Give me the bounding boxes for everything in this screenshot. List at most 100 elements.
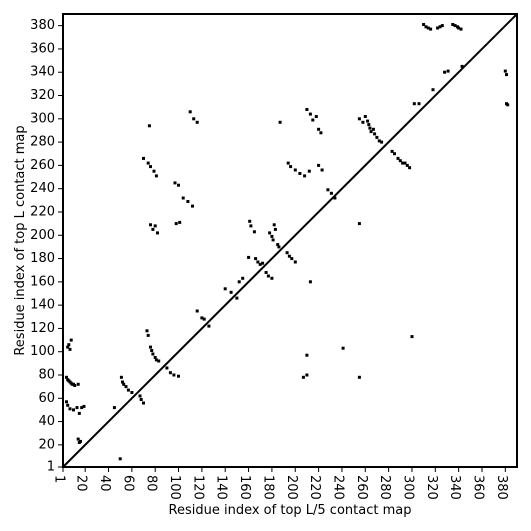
contact-point [303,174,307,178]
contact-point [65,400,68,404]
x-tick-label: 240 [330,475,345,500]
contact-point [270,234,274,238]
contact-point [252,230,256,234]
x-tick-label: 380 [494,475,509,500]
y-tick-label: 300 [30,111,55,126]
contact-point [398,159,402,163]
contact-point [278,120,282,124]
contact-point [287,254,291,258]
contact-point [440,24,444,28]
contact-point [305,353,309,357]
contact-point [254,257,258,261]
contact-point [319,131,323,135]
contact-point [505,73,508,77]
contact-point [277,245,281,249]
contact-point [76,382,80,386]
contact-point [248,219,252,223]
x-tick-label: 320 [424,475,439,500]
contact-point [241,276,245,280]
contact-point [154,358,158,362]
contact-point [195,120,199,124]
contact-point [146,161,150,165]
x-tick-label: 60 [120,475,135,492]
contact-point [126,388,130,392]
contact-point [341,346,345,350]
contact-point [223,287,227,291]
y-tick-label: 260 [30,158,55,173]
contact-point [181,196,185,200]
contact-point [459,27,463,31]
contact-point [68,407,72,411]
contact-point [73,384,77,387]
contact-point [186,200,190,203]
y-tick-label: 200 [30,228,55,243]
x-axis-label: Residue index of top L/5 contact map [169,503,412,518]
contact-point [200,316,204,320]
contact-point [457,26,461,30]
contact-point [396,156,400,160]
contact-point [317,163,321,167]
contact-point [270,276,274,280]
contact-point [285,251,289,255]
contact-point [436,26,440,30]
contact-point [276,243,280,247]
contact-point [192,117,196,121]
contact-point [69,338,73,342]
contact-point [67,343,71,347]
contact-point [264,271,268,274]
contact-point [119,375,123,379]
contact-point [149,165,152,169]
contact-point [237,280,241,284]
contact-point [320,168,324,172]
contact-point [308,112,312,116]
contact-point [153,224,157,228]
contact-point [172,373,176,377]
contact-point [66,403,70,407]
contact-point [146,333,150,337]
contact-point [235,296,239,300]
x-tick-label: 260 [354,475,369,500]
contact-point [112,406,116,410]
contact-point [286,161,290,165]
contact-point [151,352,155,356]
contact-point [178,220,182,224]
y-tick-label: 240 [30,181,55,196]
contact-point [173,181,177,185]
contact-point [65,375,68,379]
contact-point [177,374,180,378]
contact-point [247,255,251,259]
x-tick-label: 280 [377,475,392,500]
x-tick-label: 200 [284,475,299,500]
contact-point [443,70,447,74]
contact-point [314,115,318,118]
contact-point [202,317,206,321]
contact-point [168,371,172,375]
contact-point [426,26,430,30]
contact-point [165,366,169,370]
y-tick-label: 320 [30,88,55,103]
contact-point [307,169,311,173]
contact-point [271,238,275,242]
contact-point [431,88,435,92]
contact-point [363,115,367,118]
contact-point [401,161,405,165]
contact-point [293,168,297,172]
x-tick-label: 300 [400,475,415,500]
contact-point [188,110,192,114]
contact-point [305,108,309,111]
contact-point [446,69,450,73]
contact-point [333,196,337,200]
x-tick-label: 80 [144,475,159,492]
contact-point [289,165,293,169]
y-tick-label: 60 [38,391,55,406]
y-axis-ticks: 1204060801001201401601802002202402602803… [30,18,63,475]
y-tick-label: 360 [30,41,55,56]
x-tick-label: 360 [470,475,485,500]
contact-point [82,404,86,408]
contact-point [393,152,396,156]
y-tick-label: 380 [30,18,55,33]
contact-point [380,140,384,144]
y-tick-label: 40 [38,414,55,429]
contact-point [121,380,124,384]
